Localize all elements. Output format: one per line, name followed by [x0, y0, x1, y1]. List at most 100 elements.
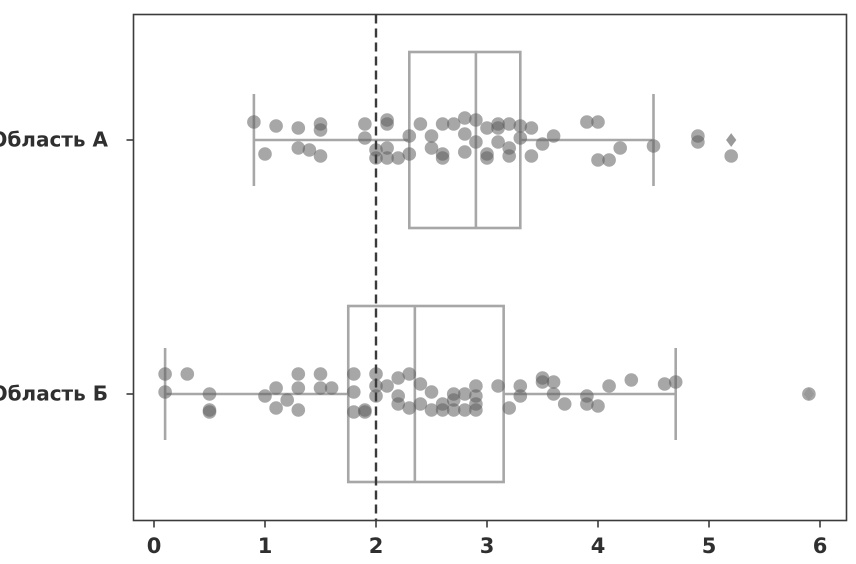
- data-point-0-42: [513, 131, 528, 145]
- data-point-0-52: [646, 139, 661, 153]
- data-point-1-40: [458, 403, 472, 417]
- data-point-0-9: [358, 131, 372, 145]
- data-point-0-32: [480, 121, 494, 135]
- data-point-0-47: [580, 115, 594, 129]
- data-point-1-7: [269, 381, 283, 395]
- data-point-1-27: [391, 389, 406, 403]
- data-point-0-54: [691, 135, 705, 149]
- category-label-0: Область А: [0, 128, 109, 152]
- data-point-1-30: [413, 377, 428, 391]
- data-point-1-17: [347, 385, 361, 399]
- data-point-1-15: [324, 381, 339, 395]
- category-label-1: Область Б: [0, 382, 108, 406]
- data-point-0-36: [491, 121, 505, 135]
- data-point-1-32: [424, 385, 439, 399]
- data-point-0-4: [291, 141, 306, 155]
- data-point-1-6: [258, 389, 272, 403]
- data-point-0-0: [247, 115, 261, 129]
- data-point-0-22: [424, 141, 439, 155]
- data-point-0-29: [458, 145, 472, 159]
- data-point-0-48: [591, 115, 605, 129]
- data-point-1-35: [435, 397, 450, 411]
- outlier-marker-1-0: [803, 387, 815, 401]
- data-point-0-51: [613, 141, 627, 155]
- data-point-0-28: [458, 127, 472, 141]
- data-point-0-8: [313, 149, 328, 163]
- data-point-0-26: [446, 117, 461, 131]
- data-point-0-2: [269, 119, 283, 133]
- data-point-1-60: [668, 375, 683, 389]
- data-point-1-45: [491, 379, 505, 393]
- data-point-1-44: [469, 403, 483, 417]
- data-point-0-23: [435, 117, 450, 131]
- data-point-1-38: [446, 403, 461, 417]
- data-point-0-25: [435, 151, 450, 165]
- data-point-1-53: [557, 397, 572, 411]
- data-point-1-1: [158, 385, 172, 399]
- data-point-0-37: [491, 135, 505, 149]
- data-point-1-56: [591, 399, 605, 413]
- data-point-1-3: [202, 387, 217, 401]
- data-point-0-19: [402, 147, 417, 161]
- x-tick-label-2: 2: [369, 534, 384, 558]
- plot-area-frame: [132, 13, 848, 522]
- data-point-0-18: [402, 129, 417, 143]
- data-point-1-48: [513, 389, 528, 403]
- data-point-1-8: [269, 401, 283, 415]
- data-point-1-47: [513, 379, 528, 393]
- data-point-1-0: [158, 367, 172, 381]
- data-point-0-34: [480, 151, 494, 165]
- data-point-0-43: [524, 121, 539, 135]
- data-point-0-27: [458, 111, 472, 125]
- x-tick-label-0: 0: [147, 534, 162, 558]
- x-tick-label-6: 6: [813, 534, 828, 558]
- data-point-0-5: [302, 143, 317, 157]
- data-point-1-2: [180, 367, 195, 381]
- data-point-1-25: [391, 371, 406, 385]
- data-point-1-16: [347, 367, 361, 381]
- data-point-1-33: [424, 403, 439, 417]
- data-point-0-21: [424, 129, 439, 143]
- category-labels: Область А Область Б: [0, 128, 134, 406]
- x-tick-label-4: 4: [591, 534, 606, 558]
- data-point-0-14: [380, 117, 394, 131]
- data-point-1-9: [280, 393, 295, 407]
- data-point-0-49: [591, 153, 605, 167]
- data-point-0-46: [546, 129, 561, 143]
- data-point-1-55: [580, 397, 594, 411]
- data-point-1-59: [657, 377, 672, 391]
- data-point-0-44: [524, 149, 539, 163]
- x-tick-label-3: 3: [480, 534, 495, 558]
- data-point-1-52: [546, 387, 561, 401]
- data-point-1-21: [369, 367, 383, 381]
- x-axis-ticks: 0 1 2 3 4 5 6: [147, 520, 828, 558]
- data-point-1-58: [624, 373, 639, 387]
- data-point-0-30: [469, 113, 483, 127]
- data-point-0-17: [391, 151, 406, 165]
- outliers-layer: [726, 133, 815, 401]
- data-point-0-45: [535, 137, 550, 151]
- data-point-1-31: [413, 397, 428, 411]
- data-point-1-14: [313, 381, 328, 395]
- data-point-0-7: [313, 123, 328, 137]
- data-point-0-38: [502, 117, 516, 131]
- data-point-1-11: [291, 381, 306, 395]
- data-point-0-3: [291, 121, 306, 135]
- data-point-0-10: [358, 117, 372, 131]
- data-point-0-1: [258, 147, 272, 161]
- data-point-0-40: [502, 149, 516, 163]
- points-layer: [158, 111, 816, 419]
- x-tick-label-5: 5: [702, 534, 717, 558]
- data-point-1-24: [380, 379, 394, 393]
- data-point-1-50: [535, 375, 550, 389]
- data-point-1-5: [202, 405, 217, 419]
- data-point-1-57: [602, 379, 616, 393]
- x-tick-label-1: 1: [258, 534, 273, 558]
- data-point-0-50: [602, 153, 616, 167]
- data-point-0-55: [724, 149, 738, 163]
- data-point-0-41: [513, 119, 528, 133]
- data-point-1-18: [347, 405, 361, 419]
- data-point-0-20: [413, 117, 428, 131]
- data-point-1-46: [502, 401, 516, 415]
